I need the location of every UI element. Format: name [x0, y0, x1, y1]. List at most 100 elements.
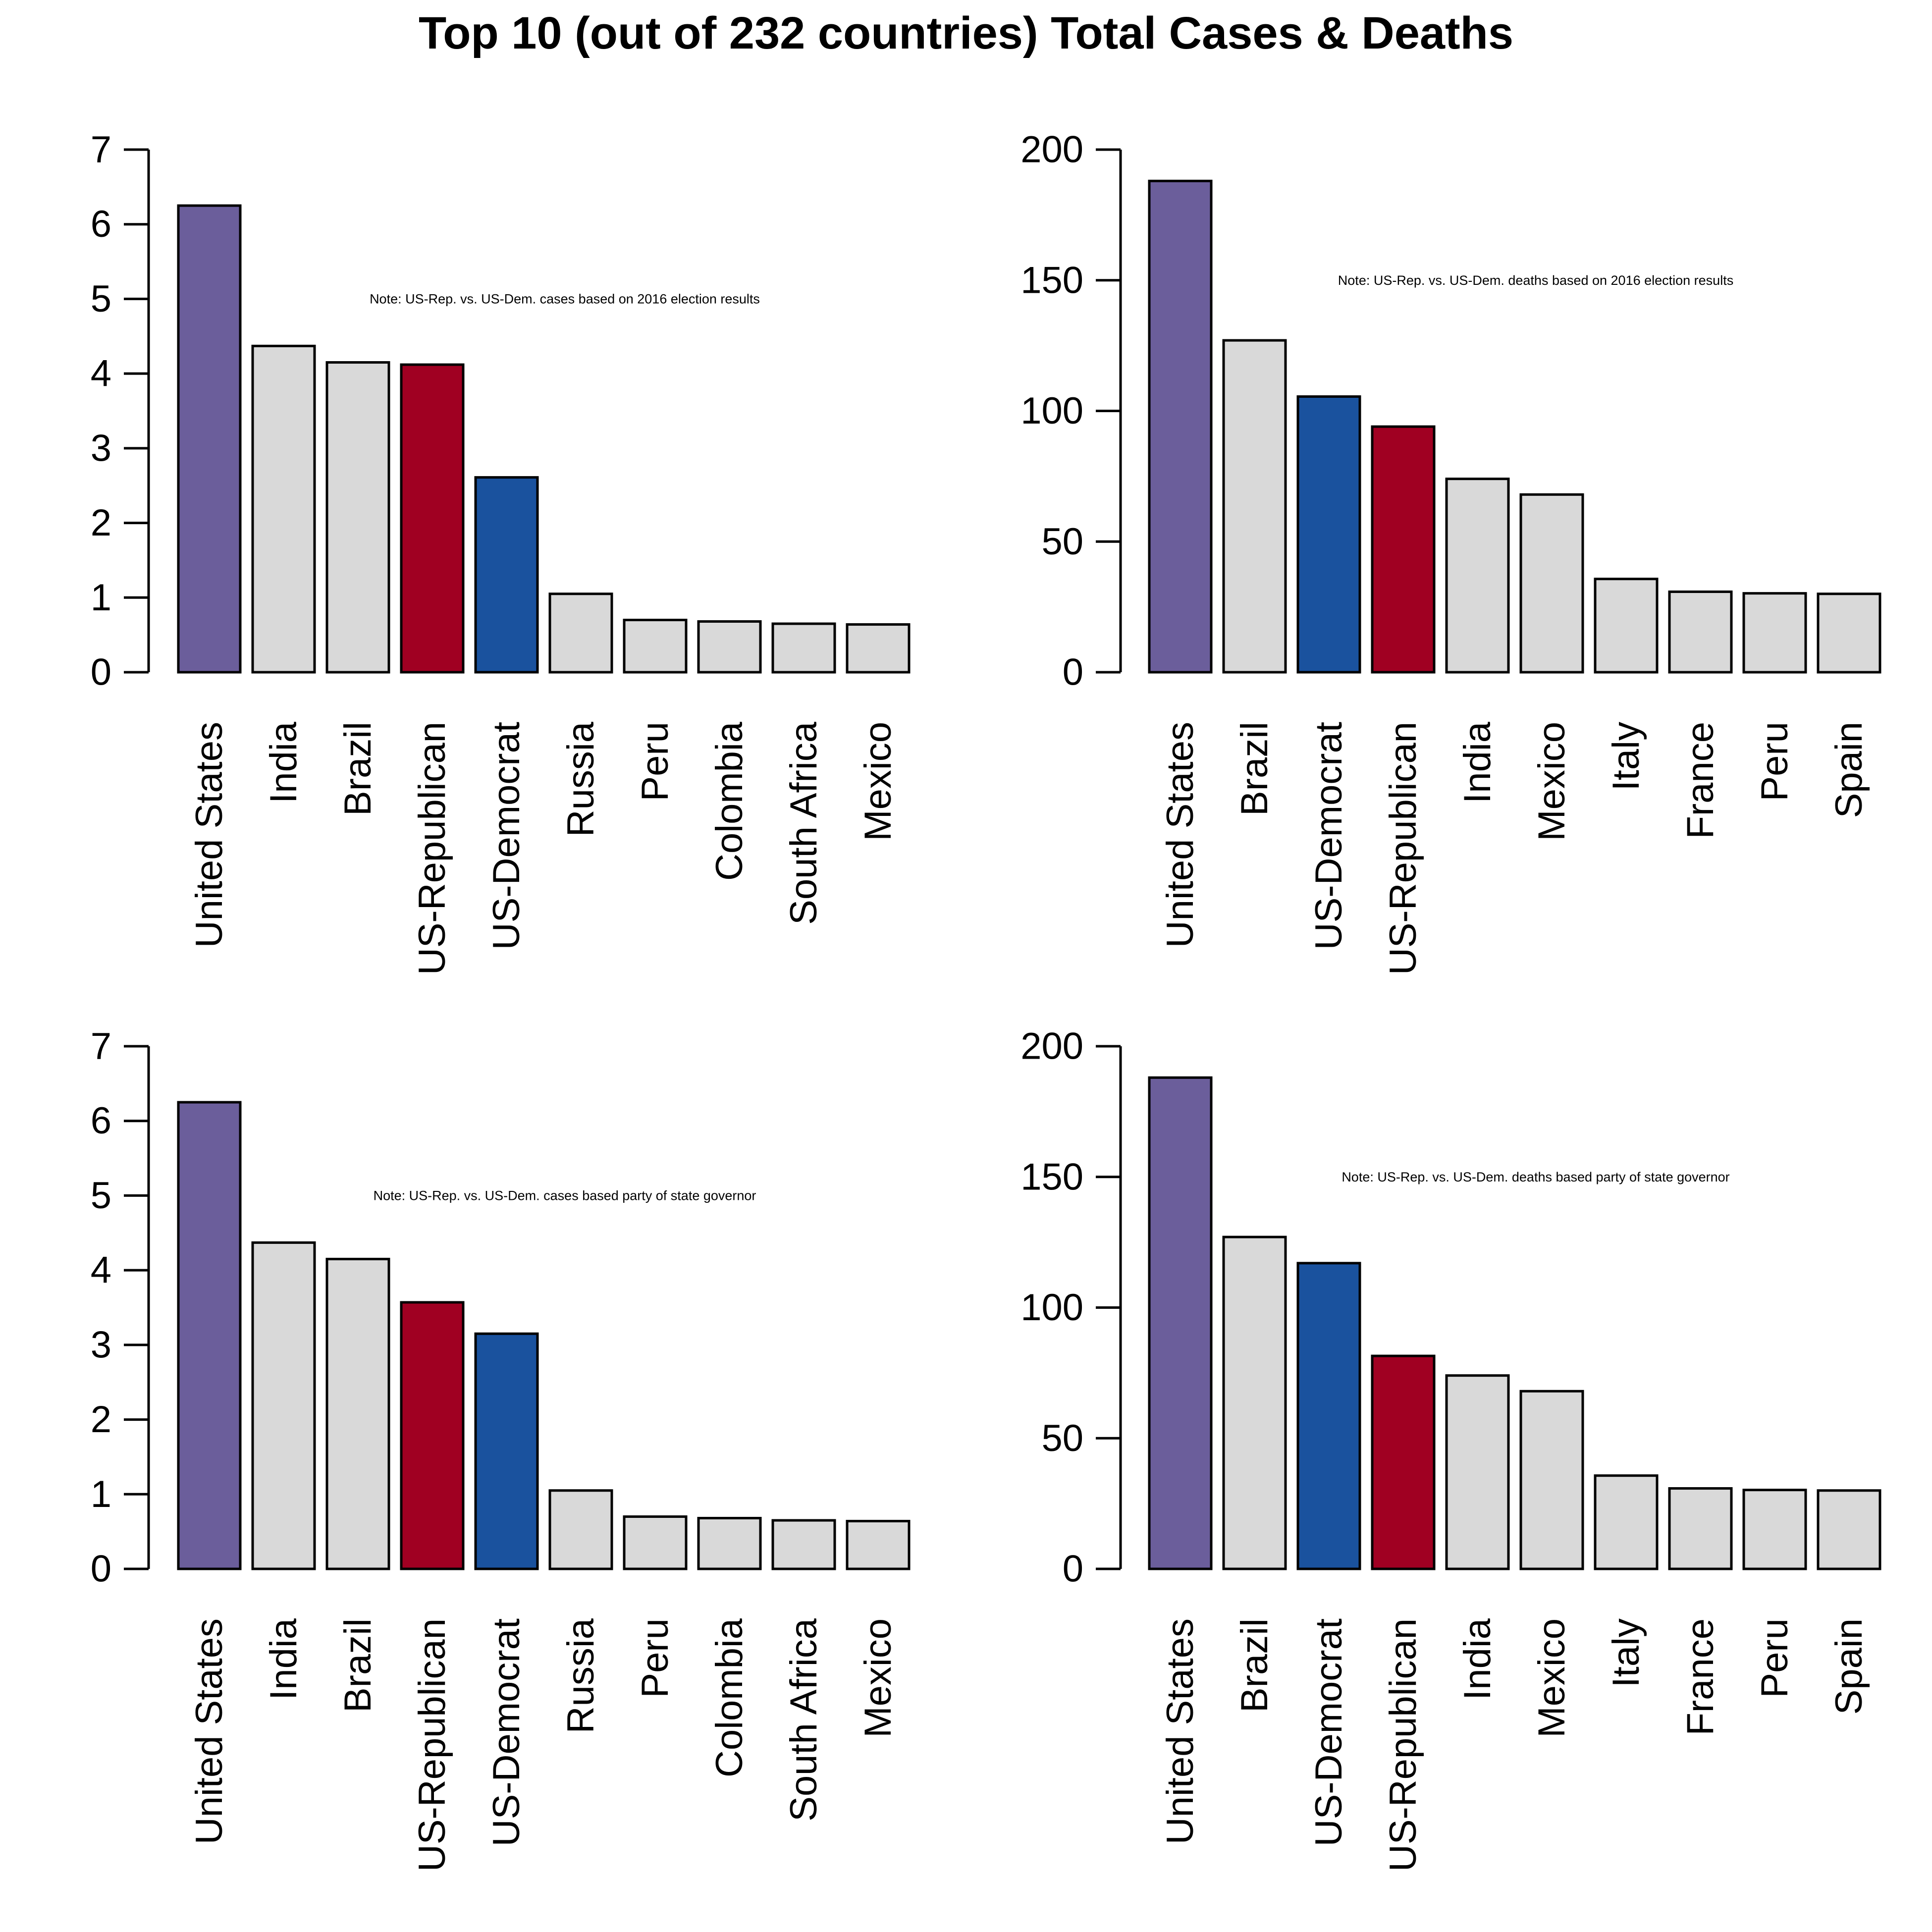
- bar-russia: [548, 1489, 613, 1570]
- y-tick-label: 7: [91, 129, 111, 171]
- bar-colombia: [697, 620, 762, 674]
- y-tick-label: 100: [1020, 390, 1083, 432]
- annotation-note: Note: US-Rep. vs. US-Dem. deaths based p…: [1342, 1170, 1729, 1184]
- y-tick-label: 2: [91, 1398, 111, 1441]
- bar-colombia: [697, 1517, 762, 1570]
- bar-india: [251, 1241, 316, 1570]
- y-tick-label: 50: [1041, 521, 1083, 563]
- bar-us-republican: [400, 1301, 465, 1570]
- x-category-label: Mexico: [1531, 1618, 1573, 1738]
- x-category-label: France: [1679, 722, 1721, 839]
- x-category-label: South Africa: [783, 1618, 825, 1822]
- bar-united-states: [1148, 1076, 1213, 1570]
- bar-peru: [1742, 592, 1807, 674]
- bar-india: [1445, 1374, 1510, 1570]
- bar-us-democrat: [474, 1332, 539, 1570]
- bar-brazil: [325, 361, 390, 674]
- x-category-label: Mexico: [1531, 722, 1573, 841]
- y-tick-label: 5: [91, 1175, 111, 1217]
- bar-russia: [548, 592, 613, 674]
- x-category-label: US-Democrat: [1308, 1618, 1350, 1846]
- panel-top-right: 0 50 100 150 200 United States Brazil US-Democr…: [1020, 129, 1881, 975]
- x-category-label: United States: [1159, 722, 1201, 948]
- x-category-label: India: [263, 721, 305, 804]
- x-category-label: Brazil: [337, 722, 379, 816]
- x-category-label: France: [1679, 1618, 1721, 1736]
- x-category-label: Peru: [1754, 722, 1796, 802]
- y-tick-label: 200: [1020, 129, 1083, 171]
- y-tick-label: 5: [91, 278, 111, 320]
- bar-united-states: [177, 1101, 242, 1570]
- bar-italy: [1594, 1474, 1659, 1570]
- annotation-note: Note: US-Rep. vs. US-Dem. cases based pa…: [374, 1188, 756, 1203]
- y-tick-label: 0: [1063, 651, 1083, 694]
- bar-brazil: [1222, 339, 1287, 674]
- y-tick-label: 0: [91, 651, 111, 694]
- bar-spain: [1817, 1489, 1881, 1570]
- x-category-label: United States: [1159, 1618, 1201, 1844]
- panel-top-left: 0 1 2 3 4 5 6 7 United States India Brazil US-Repub…: [91, 129, 911, 975]
- x-category-label: US-Republican: [411, 722, 453, 975]
- y-tick-label: 150: [1020, 1156, 1083, 1198]
- bar-india: [1445, 478, 1510, 674]
- x-category-label: Peru: [634, 722, 676, 802]
- panel-bottom-left: 0 1 2 3 4 5 6 7 United States India Brazil US-Repub…: [91, 1025, 911, 1872]
- bar-us-republican: [1371, 425, 1436, 674]
- bar-mexico: [1519, 1390, 1584, 1570]
- x-category-label: Brazil: [337, 1618, 379, 1713]
- y-tick-label: 7: [91, 1025, 111, 1068]
- x-category-label: United States: [188, 722, 230, 948]
- bar-peru: [1742, 1489, 1807, 1570]
- y-tick-label: 3: [91, 427, 111, 469]
- y-tick-label: 0: [91, 1548, 111, 1590]
- bar-us-republican: [400, 363, 465, 674]
- bar-us-democrat: [1296, 1262, 1361, 1570]
- y-tick-label: 200: [1020, 1025, 1083, 1068]
- x-category-label: US-Republican: [1382, 1618, 1424, 1872]
- x-category-label: US-Democrat: [485, 1618, 528, 1846]
- y-tick-label: 4: [91, 1249, 111, 1291]
- x-category-label: Colombia: [708, 1618, 751, 1777]
- y-tick-label: 6: [91, 1100, 111, 1142]
- bar-france: [1668, 590, 1733, 674]
- x-category-label: Peru: [1754, 1618, 1796, 1698]
- bar-us-democrat: [1296, 395, 1361, 674]
- x-category-label: US-Republican: [1382, 722, 1424, 975]
- bar-us-republican: [1371, 1354, 1436, 1570]
- x-category-label: Italy: [1605, 722, 1647, 791]
- x-category-label: Colombia: [708, 721, 751, 881]
- bar-peru: [623, 1515, 688, 1570]
- x-category-label: Italy: [1605, 1618, 1647, 1687]
- x-category-label: Spain: [1828, 1618, 1870, 1715]
- bar-united-states: [177, 204, 242, 674]
- x-category-label: India: [1456, 721, 1499, 804]
- x-category-label: South Africa: [783, 721, 825, 925]
- y-tick-label: 100: [1020, 1287, 1083, 1329]
- y-tick-label: 0: [1063, 1548, 1083, 1590]
- x-category-label: US-Republican: [411, 1618, 453, 1872]
- y-tick-label: 1: [91, 1473, 111, 1515]
- y-tick-label: 2: [91, 502, 111, 544]
- bar-united-states: [1148, 179, 1213, 674]
- x-category-label: US-Democrat: [485, 722, 528, 950]
- bar-south-africa: [771, 622, 836, 674]
- x-category-label: Russia: [560, 721, 602, 837]
- bar-mexico: [846, 1520, 911, 1570]
- bar-us-democrat: [474, 476, 539, 674]
- x-category-label: Mexico: [857, 1618, 899, 1738]
- chart-title: Top 10 (out of 232 countries) Total Case…: [418, 8, 1514, 58]
- x-category-label: US-Democrat: [1308, 722, 1350, 950]
- x-category-label: Mexico: [857, 722, 899, 841]
- x-category-label: Spain: [1828, 722, 1870, 818]
- bar-south-africa: [771, 1519, 836, 1570]
- bar-france: [1668, 1487, 1733, 1570]
- bar-peru: [623, 619, 688, 674]
- x-category-label: India: [263, 1618, 305, 1700]
- bar-india: [251, 344, 316, 674]
- panel-bottom-right: 0 50 100 150 200 United States Brazil US-Democr…: [1020, 1025, 1881, 1872]
- y-tick-label: 6: [91, 203, 111, 245]
- bar-brazil: [1222, 1235, 1287, 1570]
- x-category-label: Brazil: [1234, 722, 1276, 816]
- y-tick-label: 4: [91, 353, 111, 395]
